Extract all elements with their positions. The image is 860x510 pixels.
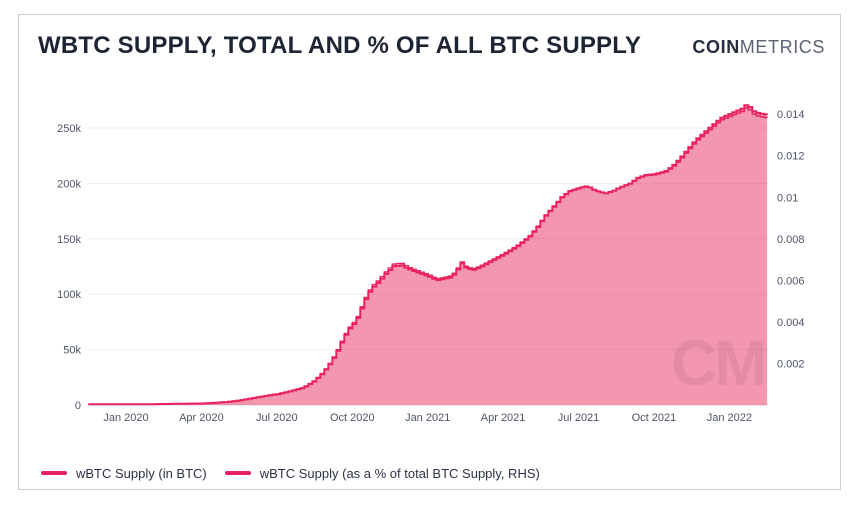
svg-text:Oct 2020: Oct 2020	[330, 412, 375, 424]
svg-text:Jan 2020: Jan 2020	[103, 412, 148, 424]
svg-text:0.004: 0.004	[777, 317, 805, 329]
svg-text:0.012: 0.012	[777, 151, 805, 163]
svg-text:250k: 250k	[57, 123, 81, 135]
svg-text:0.006: 0.006	[777, 275, 805, 287]
svg-text:50k: 50k	[63, 345, 81, 357]
legend-item-supply: wBTC Supply (in BTC)	[41, 466, 207, 481]
chart-legend: wBTC Supply (in BTC) wBTC Supply (as a %…	[41, 462, 540, 484]
percent-line-series	[88, 107, 768, 405]
legend-label: wBTC Supply (as a % of total BTC Supply,…	[259, 465, 540, 481]
cm-watermark: CM	[671, 327, 765, 399]
svg-text:0.008: 0.008	[777, 234, 805, 246]
legend-line-icon	[41, 471, 67, 475]
y-axis-right-labels: 0.002 0.004 0.006 0.008 0.01 0.012 0.014	[777, 109, 805, 370]
chart-card: WBTC SUPPLY, TOTAL AND % OF ALL BTC SUPP…	[18, 14, 841, 490]
svg-text:Jan 2021: Jan 2021	[405, 412, 450, 424]
svg-text:0.014: 0.014	[777, 109, 805, 121]
page-title: WBTC SUPPLY, TOTAL AND % OF ALL BTC SUPP…	[38, 32, 642, 59]
supply-area-chart: CM050k100k150k200k250k0.0020.0040.0060.0…	[57, 104, 805, 424]
logo-metrics-text: METRICS	[739, 37, 825, 57]
svg-text:0.01: 0.01	[777, 192, 798, 204]
svg-text:Jul 2020: Jul 2020	[256, 412, 298, 424]
x-axis-labels: Jan 2020 Apr 2020 Jul 2020 Oct 2020 Jan 2021…	[103, 412, 752, 424]
supply-area-series	[88, 105, 768, 406]
chart-header: WBTC SUPPLY, TOTAL AND % OF ALL BTC SUPP…	[38, 31, 825, 61]
svg-text:Jan 2022: Jan 2022	[707, 412, 752, 424]
svg-text:0.002: 0.002	[777, 358, 805, 370]
svg-text:Jul 2021: Jul 2021	[558, 412, 600, 424]
svg-text:0: 0	[75, 400, 81, 412]
legend-label: wBTC Supply (in BTC)	[76, 465, 207, 481]
y-axis-left-labels: 0 50k 100k 150k 200k 250k	[57, 123, 81, 412]
legend-item-percent: wBTC Supply (as a % of total BTC Supply,…	[224, 465, 540, 481]
svg-text:100k: 100k	[57, 289, 81, 301]
svg-text:Oct 2021: Oct 2021	[632, 412, 677, 424]
legend-line-icon	[224, 471, 251, 475]
coinmetrics-logo: COINMETRICS	[692, 37, 825, 58]
logo-coin-text: COIN	[692, 37, 740, 57]
svg-text:Apr 2020: Apr 2020	[179, 412, 224, 424]
svg-text:Apr 2021: Apr 2021	[481, 412, 526, 424]
svg-text:200k: 200k	[57, 178, 81, 190]
svg-text:150k: 150k	[57, 234, 81, 246]
